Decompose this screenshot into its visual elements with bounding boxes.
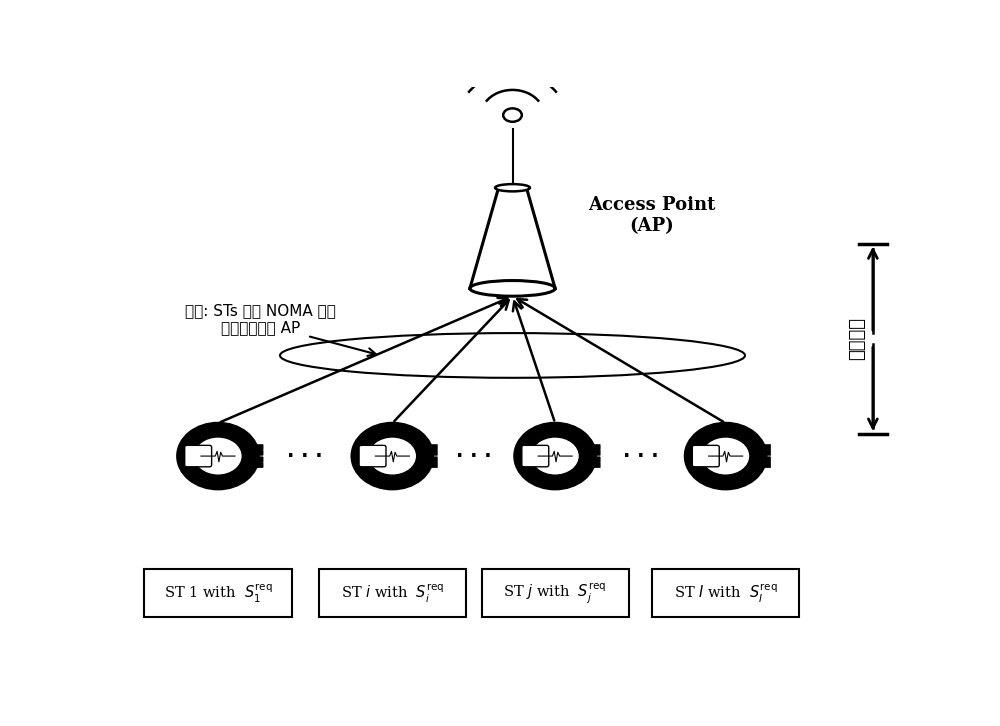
Text: · · ·: · · ·	[456, 446, 492, 465]
Text: ST $i$ with  $S_i^{\mathrm{req}}$: ST $i$ with $S_i^{\mathrm{req}}$	[341, 582, 444, 605]
Ellipse shape	[685, 423, 766, 489]
FancyBboxPatch shape	[319, 569, 466, 617]
FancyBboxPatch shape	[522, 445, 549, 467]
Ellipse shape	[495, 184, 530, 192]
Text: · · ·: · · ·	[287, 446, 323, 465]
Ellipse shape	[531, 437, 579, 476]
FancyBboxPatch shape	[652, 569, 799, 617]
Text: ST $j$ with  $S_j^{\mathrm{req}}$: ST $j$ with $S_j^{\mathrm{req}}$	[503, 580, 607, 605]
FancyBboxPatch shape	[591, 462, 600, 468]
Text: 上行: STs 使用 NOMA 技术
发送数据量到 AP: 上行: STs 使用 NOMA 技术 发送数据量到 AP	[185, 303, 336, 335]
FancyBboxPatch shape	[428, 457, 438, 462]
FancyBboxPatch shape	[428, 462, 438, 468]
FancyBboxPatch shape	[254, 450, 263, 455]
Text: Access Point
(AP): Access Point (AP)	[588, 196, 716, 235]
Ellipse shape	[352, 423, 433, 489]
Text: 传输时间: 传输时间	[848, 317, 866, 360]
Ellipse shape	[194, 437, 242, 476]
FancyBboxPatch shape	[692, 445, 719, 467]
FancyBboxPatch shape	[254, 457, 263, 462]
Polygon shape	[470, 188, 555, 288]
Ellipse shape	[368, 437, 417, 476]
FancyBboxPatch shape	[761, 444, 771, 450]
FancyBboxPatch shape	[359, 445, 386, 467]
Text: ST 1 with  $S_1^{\mathrm{req}}$: ST 1 with $S_1^{\mathrm{req}}$	[164, 582, 272, 605]
FancyBboxPatch shape	[254, 462, 263, 468]
Text: · · ·: · · ·	[623, 446, 658, 465]
Ellipse shape	[701, 437, 750, 476]
FancyBboxPatch shape	[482, 569, 629, 617]
FancyBboxPatch shape	[254, 444, 263, 450]
FancyBboxPatch shape	[144, 569, 292, 617]
Ellipse shape	[470, 280, 555, 296]
FancyBboxPatch shape	[761, 462, 771, 468]
FancyBboxPatch shape	[591, 450, 600, 455]
FancyBboxPatch shape	[591, 444, 600, 450]
FancyBboxPatch shape	[428, 444, 438, 450]
Text: ST $I$ with  $S_I^{\mathrm{req}}$: ST $I$ with $S_I^{\mathrm{req}}$	[674, 582, 777, 605]
FancyBboxPatch shape	[428, 450, 438, 455]
FancyBboxPatch shape	[761, 450, 771, 455]
Circle shape	[503, 108, 522, 122]
Ellipse shape	[178, 423, 258, 489]
FancyBboxPatch shape	[761, 457, 771, 462]
Ellipse shape	[515, 423, 596, 489]
FancyBboxPatch shape	[185, 445, 212, 467]
FancyBboxPatch shape	[591, 457, 600, 462]
